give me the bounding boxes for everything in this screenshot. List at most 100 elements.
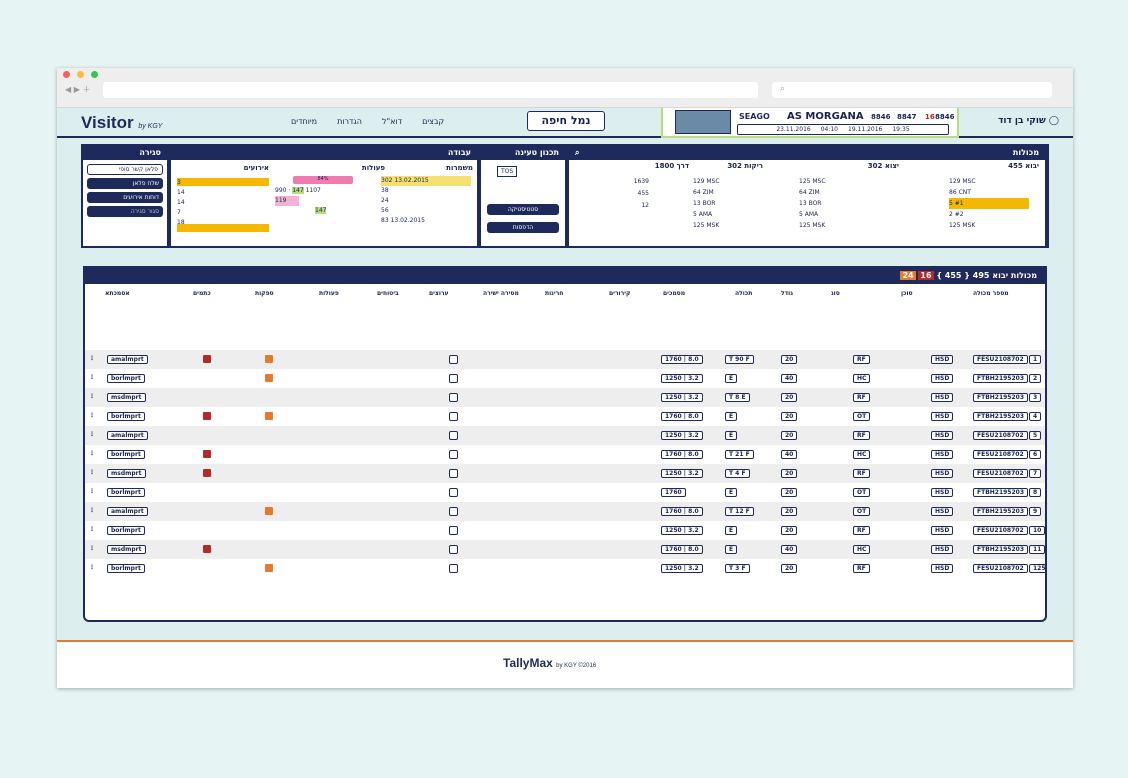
document-weight[interactable]: 1760 | 8.0: [661, 507, 703, 516]
column-header[interactable]: מספר מכולה: [973, 290, 1009, 297]
container-id[interactable]: FESU2108702: [973, 450, 1028, 459]
container-id[interactable]: FESU2108702: [973, 526, 1028, 535]
container-id[interactable]: FTBH2195203: [973, 545, 1029, 554]
table-row[interactable]: 6 FESU2108702 HSD HC 40 T 21 F 1760 | 8.0 borlm…: [85, 445, 1045, 464]
document-weight[interactable]: 1760 | 8.0: [661, 355, 703, 364]
document-weight[interactable]: 1760 | 8.0: [661, 450, 703, 459]
document-weight[interactable]: 1250 | 3.2: [661, 526, 703, 535]
column-header[interactable]: סוכן: [901, 290, 913, 297]
browser-search[interactable]: ⌕: [772, 82, 1052, 98]
row-menu-icon[interactable]: ⋮: [89, 545, 95, 552]
content-code[interactable]: E: [725, 431, 738, 440]
reference-code[interactable]: amalmprt: [107, 507, 148, 516]
url-bar[interactable]: [103, 82, 758, 98]
reference-code[interactable]: borlmprt: [107, 450, 145, 459]
container-size[interactable]: 40: [781, 374, 798, 383]
row-menu-icon[interactable]: ⋮: [89, 412, 95, 419]
agent-code[interactable]: HSD: [931, 526, 954, 535]
container-type[interactable]: HC: [853, 374, 871, 383]
row-menu-icon[interactable]: ⋮: [89, 564, 95, 571]
container-id[interactable]: FESU2108702: [973, 564, 1028, 573]
container-type[interactable]: RF: [853, 469, 870, 478]
container-type[interactable]: RF: [853, 526, 870, 535]
table-row[interactable]: 10 FESU2108702 HSD RF 20 E 1250 | 3.2 borlmprt ⋮: [85, 521, 1045, 540]
row-number[interactable]: 9: [1029, 507, 1042, 516]
row-number[interactable]: 2: [1029, 374, 1042, 383]
content-code[interactable]: E: [725, 412, 738, 421]
menu-item[interactable]: קבצים: [422, 117, 445, 126]
agent-code[interactable]: HSD: [931, 545, 954, 554]
row-menu-icon[interactable]: ⋮: [89, 488, 95, 495]
row-menu-icon[interactable]: ⋮: [89, 450, 95, 457]
content-code[interactable]: E: [725, 374, 738, 383]
row-number[interactable]: 5: [1029, 431, 1042, 440]
row-number[interactable]: 10: [1029, 526, 1045, 535]
reference-code[interactable]: amalmprt: [107, 431, 148, 440]
container-id[interactable]: FTBH2195203: [973, 393, 1029, 402]
column-header[interactable]: ערוצים: [429, 290, 449, 297]
row-menu-icon[interactable]: ⋮: [89, 374, 95, 381]
row-menu-icon[interactable]: ⋮: [89, 431, 95, 438]
reference-code[interactable]: borlmprt: [107, 412, 145, 421]
column-header[interactable]: קירורים: [609, 290, 631, 297]
content-code[interactable]: T 3 F: [725, 564, 750, 573]
menu-item[interactable]: דוא"ל: [381, 117, 403, 126]
table-row[interactable]: 1 FESU2108702 HSD RF 20 T 90 F 1760 | 8.0 amalm…: [85, 350, 1045, 369]
container-size[interactable]: 40: [781, 545, 798, 554]
container-type[interactable]: OT: [853, 488, 871, 497]
column-header[interactable]: אסמכתא: [105, 290, 130, 297]
table-row[interactable]: 5 FESU2108702 HSD RF 20 E 1250 | 3.2 amalmprt ⋮: [85, 426, 1045, 445]
plan-close-button[interactable]: פלאן קשר סופי: [87, 164, 163, 175]
content-code[interactable]: T 12 F: [725, 507, 754, 516]
row-number[interactable]: 7: [1029, 469, 1042, 478]
table-row[interactable]: 3 FTBH2195203 HSD RF 20 T 8 E 1250 | 3.2 msdmpr…: [85, 388, 1045, 407]
edit-icon[interactable]: [449, 488, 458, 497]
statistics-button[interactable]: סטטיסטיקה: [487, 204, 559, 215]
container-id[interactable]: FESU2108702: [973, 355, 1028, 364]
table-row[interactable]: 125 FESU2108702 HSD RF 20 T 3 F 1250 | 3.2 borl…: [85, 559, 1045, 578]
column-header[interactable]: מסמכים: [663, 290, 686, 297]
edit-icon[interactable]: [449, 393, 458, 402]
container-type[interactable]: HC: [853, 450, 871, 459]
row-number[interactable]: 8: [1029, 488, 1042, 497]
document-weight[interactable]: 1250 | 3.2: [661, 393, 703, 402]
row-number[interactable]: 3: [1029, 393, 1042, 402]
minimize-dot[interactable]: [77, 71, 84, 78]
agent-code[interactable]: HSD: [931, 488, 954, 497]
reference-code[interactable]: borlmprt: [107, 564, 145, 573]
column-header[interactable]: כתמים: [193, 290, 211, 297]
nav-arrows-icon[interactable]: ◀ ▶ ＋: [65, 85, 91, 94]
container-size[interactable]: 20: [781, 507, 798, 516]
maximize-dot[interactable]: [91, 71, 98, 78]
table-row[interactable]: 4 FTBH2195203 HSD OT 20 E 1760 | 8.0 borlmprt ⋮: [85, 407, 1045, 426]
container-id[interactable]: FESU2108702: [973, 431, 1028, 440]
container-size[interactable]: 20: [781, 412, 798, 421]
agent-code[interactable]: HSD: [931, 469, 954, 478]
edit-icon[interactable]: [449, 355, 458, 364]
column-header[interactable]: פעולות: [319, 290, 339, 297]
edit-icon[interactable]: [449, 469, 458, 478]
container-size[interactable]: 20: [781, 564, 798, 573]
edit-icon[interactable]: [449, 412, 458, 421]
reference-code[interactable]: msdmprt: [107, 393, 146, 402]
container-id[interactable]: FTBH2195203: [973, 507, 1029, 516]
reference-code[interactable]: amalmprt: [107, 355, 148, 364]
content-code[interactable]: E: [725, 488, 738, 497]
edit-icon[interactable]: [449, 526, 458, 535]
row-menu-icon[interactable]: ⋮: [89, 507, 95, 514]
content-code[interactable]: T 21 F: [725, 450, 754, 459]
edit-icon[interactable]: [449, 507, 458, 516]
table-row[interactable]: 7 FESU2108702 HSD RF 20 T 4 F 1250 | 3.2 msdmpr…: [85, 464, 1045, 483]
row-menu-icon[interactable]: ⋮: [89, 393, 95, 400]
row-number[interactable]: 4: [1029, 412, 1042, 421]
container-type[interactable]: RF: [853, 393, 870, 402]
menu-item[interactable]: מיוחדים: [291, 117, 318, 126]
column-header[interactable]: גודל: [781, 290, 793, 297]
content-code[interactable]: T 4 F: [725, 469, 750, 478]
edit-icon[interactable]: [449, 374, 458, 383]
agent-code[interactable]: HSD: [931, 393, 954, 402]
close-dot[interactable]: [63, 71, 70, 78]
column-header[interactable]: תכולה: [735, 290, 753, 297]
edit-icon[interactable]: [449, 564, 458, 573]
agent-code[interactable]: HSD: [931, 355, 954, 364]
